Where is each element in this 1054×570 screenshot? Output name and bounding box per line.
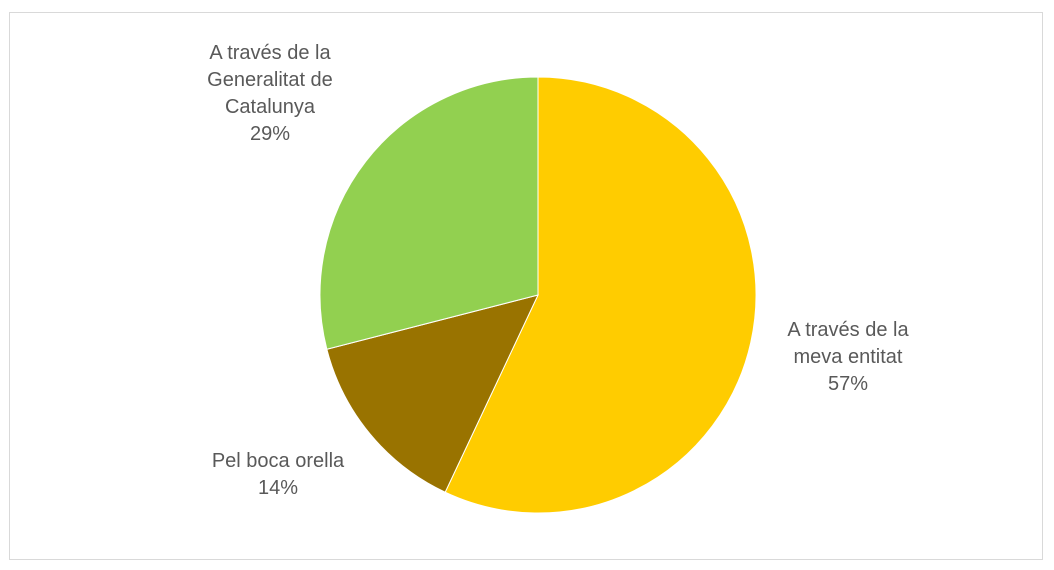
pie-data-labels: A través de la meva entitat 57% Pel boca or…	[207, 42, 909, 499]
data-label-1: A través de la meva entitat 57%	[787, 319, 909, 395]
data-label-category-line: A través de la	[209, 42, 331, 64]
data-label-percent: 14%	[258, 477, 298, 499]
data-label-category-line: meva entitat	[794, 346, 903, 368]
data-label-category-line: A través de la	[787, 319, 909, 341]
pie-slice-1	[444, 76, 757, 514]
pie-slices	[319, 76, 757, 514]
pie-slice-3	[319, 76, 539, 350]
data-label-2: Pel boca orella 14%	[212, 450, 345, 499]
data-label-category-line: Catalunya	[225, 96, 316, 118]
data-label-category-line: Pel boca orella	[212, 450, 345, 472]
data-label-3: A través de la Generalitat de Catalunya 29%	[207, 42, 333, 145]
data-label-percent: 57%	[828, 373, 868, 395]
data-label-percent: 29%	[250, 123, 290, 145]
pie-slice-2	[326, 294, 539, 493]
data-label-category-line: Generalitat de	[207, 69, 333, 91]
